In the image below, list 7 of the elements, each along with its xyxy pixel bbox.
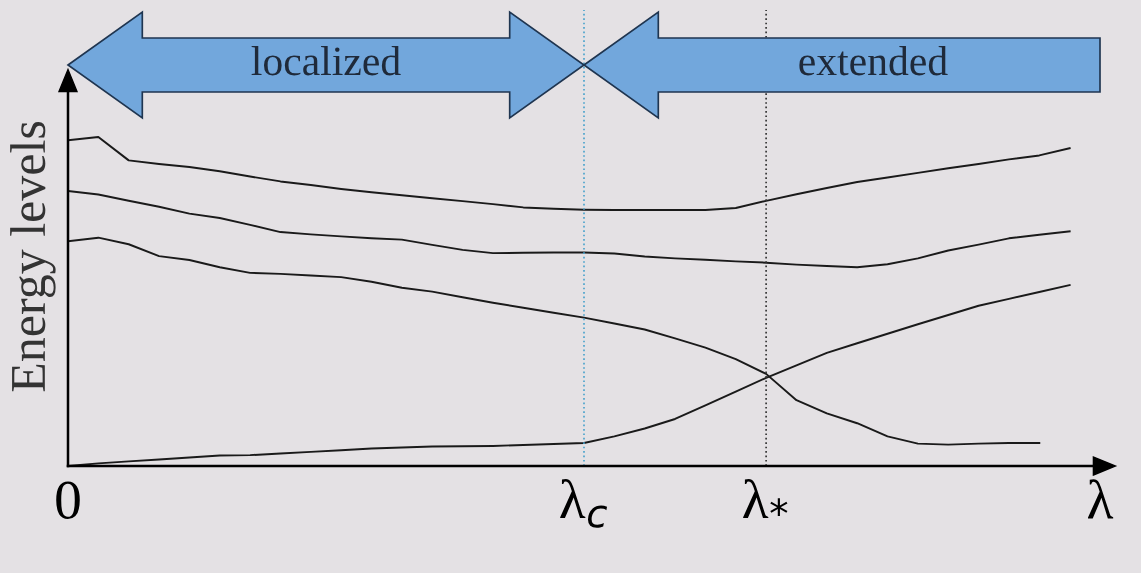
y-axis-title: Energy levels <box>10 121 56 392</box>
x-tick-label: λ <box>1088 479 1114 519</box>
x-tick-label: λ$_{c}$ <box>560 478 608 528</box>
x-tick-label: λ$_{*}$ <box>743 478 788 519</box>
x-tick-label: 0 <box>56 481 80 519</box>
text: extended <box>799 46 948 76</box>
text: localized <box>251 46 401 76</box>
